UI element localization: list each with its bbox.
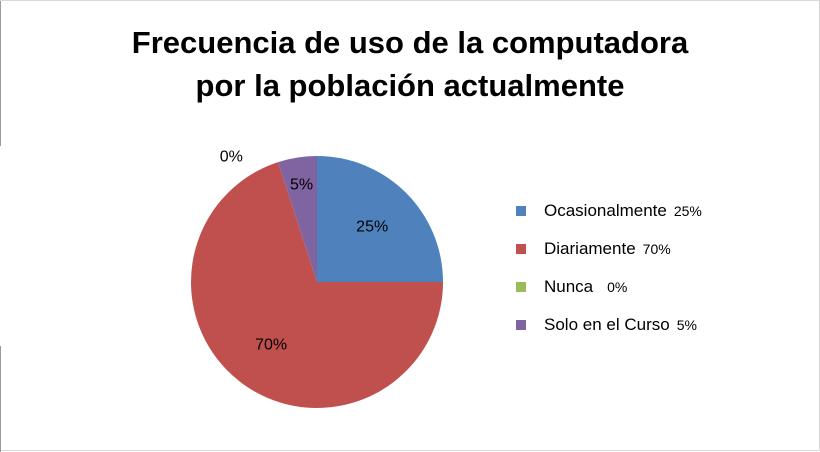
legend-swatch-diariamente — [516, 244, 526, 254]
legend: Ocasionalmente 25% Diariamente 70% Nunca… — [516, 201, 702, 353]
legend-label-diariamente: Diariamente — [544, 239, 636, 259]
pie-label-solo-en-el-curso: 5% — [290, 176, 313, 193]
legend-label-nunca: Nunca — [544, 277, 593, 297]
legend-label-solo-en-el-curso: Solo en el Curso — [544, 315, 670, 335]
legend-swatch-nunca — [516, 282, 526, 292]
legend-swatch-ocasionalmente — [516, 206, 526, 216]
legend-item-ocasionalmente: Ocasionalmente 25% — [516, 201, 702, 221]
pie-label-diariamente: 70% — [255, 337, 287, 354]
legend-percent-solo-en-el-curso: 5% — [677, 317, 697, 333]
legend-swatch-solo-en-el-curso — [516, 320, 526, 330]
legend-percent-nunca: 0% — [607, 279, 627, 295]
legend-item-solo-en-el-curso: Solo en el Curso 5% — [516, 315, 702, 335]
legend-item-diariamente: Diariamente 70% — [516, 239, 702, 259]
legend-label-ocasionalmente: Ocasionalmente — [544, 201, 667, 221]
legend-item-nunca: Nunca 0% — [516, 277, 702, 297]
pie-label-nunca: 0% — [220, 149, 243, 166]
legend-percent-ocasionalmente: 25% — [674, 203, 702, 219]
legend-percent-diariamente: 70% — [643, 241, 671, 257]
pie-label-ocasionalmente: 25% — [356, 218, 388, 235]
